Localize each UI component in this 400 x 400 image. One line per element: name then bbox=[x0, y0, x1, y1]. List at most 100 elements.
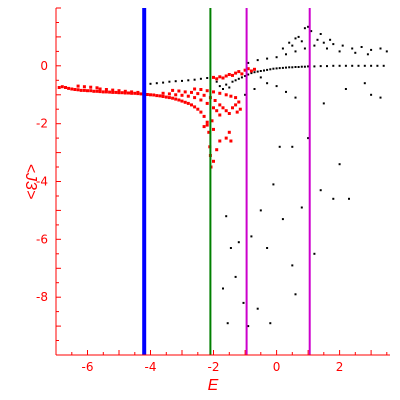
red-point-114 bbox=[224, 136, 228, 140]
black-point-98 bbox=[225, 215, 228, 218]
x-tick-label: -6 bbox=[82, 360, 94, 374]
black-point-101 bbox=[222, 287, 224, 290]
red-point-77 bbox=[183, 90, 187, 94]
y-tick-label: -2 bbox=[36, 117, 48, 131]
red-point-84 bbox=[221, 106, 225, 110]
red-point-80 bbox=[202, 93, 206, 97]
red-point-46 bbox=[202, 114, 206, 118]
black-point-117 bbox=[319, 189, 322, 192]
black-point-119 bbox=[338, 163, 341, 166]
red-point-70 bbox=[199, 98, 203, 102]
black-point-13 bbox=[218, 85, 221, 88]
red-point-87 bbox=[231, 106, 234, 110]
black-point-62 bbox=[322, 41, 325, 44]
axes bbox=[55, 8, 390, 356]
red-point-120 bbox=[202, 125, 206, 129]
black-point-10 bbox=[206, 77, 209, 79]
black-point-106 bbox=[259, 209, 262, 212]
black-point-35 bbox=[288, 66, 291, 69]
black-point-111 bbox=[272, 183, 275, 186]
red-point-57 bbox=[130, 90, 134, 94]
black-point-43 bbox=[319, 65, 322, 68]
black-point-17 bbox=[231, 80, 234, 83]
y-tick-label: -6 bbox=[36, 232, 48, 246]
red-point-36 bbox=[171, 96, 175, 100]
black-point-2 bbox=[155, 82, 158, 85]
red-point-64 bbox=[161, 91, 165, 95]
red-point-17 bbox=[111, 90, 115, 94]
red-point-5 bbox=[73, 88, 77, 91]
black-point-97 bbox=[253, 88, 256, 90]
black-point-50 bbox=[363, 64, 366, 67]
red-point-95 bbox=[224, 93, 228, 97]
red-point-121 bbox=[205, 123, 209, 127]
red-point-94 bbox=[218, 91, 222, 95]
black-point-86 bbox=[259, 76, 262, 79]
y-ticks: 0 -2 -4 -6 -8 bbox=[36, 7, 61, 356]
black-point-6 bbox=[181, 79, 183, 82]
black-point-114 bbox=[294, 293, 297, 296]
red-point-56 bbox=[123, 89, 127, 93]
black-point-39 bbox=[300, 65, 303, 68]
red-point-119 bbox=[215, 148, 219, 152]
series-black bbox=[143, 25, 388, 328]
black-point-18 bbox=[234, 79, 237, 82]
black-point-123 bbox=[307, 137, 310, 140]
black-point-108 bbox=[269, 322, 272, 325]
red-point-41 bbox=[186, 101, 190, 105]
red-point-103 bbox=[227, 73, 231, 76]
black-point-80 bbox=[300, 40, 303, 43]
black-point-112 bbox=[281, 218, 284, 221]
black-point-7 bbox=[187, 79, 190, 82]
black-point-1 bbox=[149, 82, 152, 85]
red-point-60 bbox=[76, 84, 80, 88]
red-point-98 bbox=[212, 75, 215, 79]
red-point-20 bbox=[120, 91, 124, 95]
black-point-4 bbox=[168, 80, 171, 83]
red-point-16 bbox=[108, 90, 112, 94]
red-point-62 bbox=[89, 85, 93, 89]
black-point-69 bbox=[385, 50, 388, 53]
red-point-55 bbox=[117, 89, 121, 93]
red-point-92 bbox=[205, 89, 209, 93]
black-point-40 bbox=[303, 65, 306, 68]
black-point-52 bbox=[376, 64, 379, 67]
red-point-76 bbox=[177, 89, 181, 93]
red-point-38 bbox=[177, 98, 181, 102]
red-point-30 bbox=[152, 93, 156, 97]
black-point-44 bbox=[326, 65, 328, 68]
black-point-63 bbox=[332, 43, 335, 46]
black-point-64 bbox=[341, 44, 344, 47]
red-point-11 bbox=[92, 89, 96, 93]
red-point-65 bbox=[167, 92, 171, 96]
black-point-53 bbox=[382, 64, 385, 67]
black-point-37 bbox=[294, 66, 297, 68]
red-point-29 bbox=[149, 93, 152, 97]
black-point-25 bbox=[256, 70, 259, 73]
red-point-85 bbox=[224, 109, 228, 113]
red-point-54 bbox=[111, 88, 115, 92]
red-point-52 bbox=[98, 87, 102, 91]
black-point-83 bbox=[338, 50, 341, 53]
red-point-123 bbox=[238, 107, 242, 111]
black-point-51 bbox=[370, 64, 373, 67]
red-point-24 bbox=[133, 91, 137, 95]
black-point-38 bbox=[297, 66, 300, 68]
red-point-2 bbox=[64, 86, 67, 89]
y-axis-label: <J3> bbox=[22, 164, 39, 200]
black-point-12 bbox=[215, 80, 218, 83]
red-point-117 bbox=[229, 139, 233, 143]
black-point-26 bbox=[259, 70, 262, 72]
red-point-115 bbox=[227, 130, 231, 134]
red-point-22 bbox=[127, 91, 130, 95]
black-point-99 bbox=[229, 247, 232, 249]
red-point-10 bbox=[89, 89, 93, 93]
black-point-32 bbox=[278, 67, 281, 70]
x-tick-label: -2 bbox=[208, 360, 220, 374]
red-point-48 bbox=[207, 130, 211, 134]
red-point-4 bbox=[70, 87, 74, 91]
red-point-7 bbox=[79, 88, 83, 92]
red-point-88 bbox=[234, 103, 238, 107]
black-point-81 bbox=[319, 33, 322, 35]
black-point-107 bbox=[266, 247, 269, 249]
